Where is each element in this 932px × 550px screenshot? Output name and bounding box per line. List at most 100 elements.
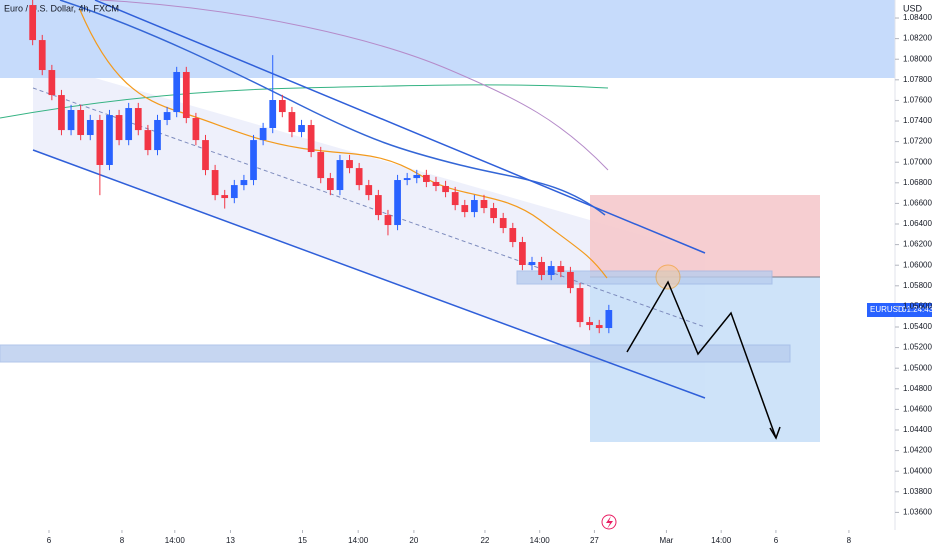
chart-title: Euro / U.S. Dollar, 4h, FXCM <box>4 3 119 13</box>
candle-body <box>394 180 401 226</box>
candle-body <box>106 115 113 165</box>
candle-body <box>259 128 267 141</box>
candle-body <box>365 185 373 196</box>
y-tick-label: 1.07600 <box>903 96 932 105</box>
resistance-zone <box>0 0 895 78</box>
candle-body <box>192 118 200 141</box>
candle-body <box>528 262 536 265</box>
y-tick-label: 1.05200 <box>903 343 932 352</box>
x-tick-label: 8 <box>120 536 125 545</box>
y-tick-label: 1.04200 <box>903 446 932 455</box>
highlight-circle <box>655 264 681 290</box>
candle-body <box>48 70 56 96</box>
candle-body <box>77 109 85 136</box>
y-tick-label: 1.03800 <box>903 487 932 496</box>
x-tick-label: 8 <box>847 536 852 545</box>
candle-body <box>605 310 613 329</box>
y-tick-label: 1.08200 <box>903 34 932 43</box>
y-tick-label: 1.07000 <box>903 157 932 166</box>
candle-body <box>317 152 325 179</box>
y-tick-label: 1.06600 <box>903 199 932 208</box>
candle-body <box>336 160 344 191</box>
candle-body <box>269 100 277 129</box>
candle-body <box>230 185 238 199</box>
candle-body <box>374 195 382 216</box>
channel-fill <box>33 78 705 398</box>
candle-body <box>355 168 363 186</box>
candle-body <box>461 205 469 213</box>
projection-arrow <box>769 426 781 440</box>
candle-body <box>298 125 305 133</box>
ma-purple <box>99 0 609 171</box>
candle-body <box>163 112 171 120</box>
y-tick-label: 1.08000 <box>903 54 932 63</box>
x-tick-label: 6 <box>47 536 52 545</box>
x-tick-label: 14:00 <box>530 536 551 545</box>
event-icon <box>606 516 613 529</box>
y-tick-label: 1.07800 <box>903 75 932 84</box>
currency-label: USD <box>903 3 923 13</box>
candle-body <box>451 192 459 206</box>
y-tick-label: 1.06000 <box>903 260 932 269</box>
countdown: 01:24:43 <box>902 305 932 314</box>
candle-body <box>154 119 161 151</box>
candle-body <box>144 130 152 151</box>
y-tick-label: 1.05400 <box>903 322 932 331</box>
candle-body <box>538 262 545 275</box>
x-tick-label: 13 <box>226 536 235 545</box>
candle-body <box>125 108 133 141</box>
supply-rect <box>516 270 773 285</box>
y-tick-label: 1.07400 <box>903 116 932 125</box>
candle-body <box>471 200 478 213</box>
candle-body <box>29 5 37 41</box>
symbol-label: EURUSD <box>870 305 904 314</box>
candle-body <box>67 109 75 131</box>
candle-body <box>221 195 229 199</box>
candle-body <box>595 325 603 329</box>
candle-body <box>557 266 565 273</box>
candle-body <box>86 119 94 136</box>
stop-zone <box>590 195 820 277</box>
candle-body <box>240 180 248 186</box>
candle-body <box>384 215 392 226</box>
y-tick-label: 1.08400 <box>903 13 932 22</box>
candle-body <box>326 178 334 191</box>
candle-body <box>490 208 497 219</box>
x-tick-label: 22 <box>480 536 489 545</box>
candle-body <box>211 170 219 196</box>
candle-body <box>576 288 584 323</box>
candle-body <box>115 115 123 141</box>
candle-body <box>173 71 181 113</box>
x-tick-label: 27 <box>590 536 599 545</box>
y-tick-label: 1.05600 <box>903 302 932 311</box>
channel-lower <box>32 149 706 399</box>
candle-body <box>423 174 430 182</box>
channel-upper <box>94 0 706 254</box>
projection-path <box>626 280 777 439</box>
y-tick-label: 1.04000 <box>903 466 932 475</box>
candle-body <box>509 228 517 243</box>
y-tick-label: 1.07200 <box>903 137 932 146</box>
candle-body <box>567 272 574 289</box>
y-tick-label: 1.06200 <box>903 240 932 249</box>
y-tick-label: 1.05800 <box>903 281 932 290</box>
candle-body <box>413 174 421 179</box>
candle-body <box>547 266 555 275</box>
x-tick-label: 14:00 <box>348 536 369 545</box>
x-tick-label: 20 <box>409 536 418 545</box>
candle-body <box>586 322 593 326</box>
candle-body <box>288 112 296 133</box>
candle-body <box>403 178 411 181</box>
x-tick-label: 15 <box>298 536 307 545</box>
y-tick-label: 1.06400 <box>903 219 932 228</box>
y-tick-label: 1.04600 <box>903 405 932 414</box>
candle-body <box>96 119 104 165</box>
candle-body <box>307 125 315 153</box>
candle-body <box>442 186 449 193</box>
y-tick-label: 1.05000 <box>903 363 932 372</box>
candle-body <box>202 140 209 171</box>
y-tick-label: 1.04800 <box>903 384 932 393</box>
symbol-tag <box>867 303 932 317</box>
x-tick-label: 14:00 <box>165 536 186 545</box>
